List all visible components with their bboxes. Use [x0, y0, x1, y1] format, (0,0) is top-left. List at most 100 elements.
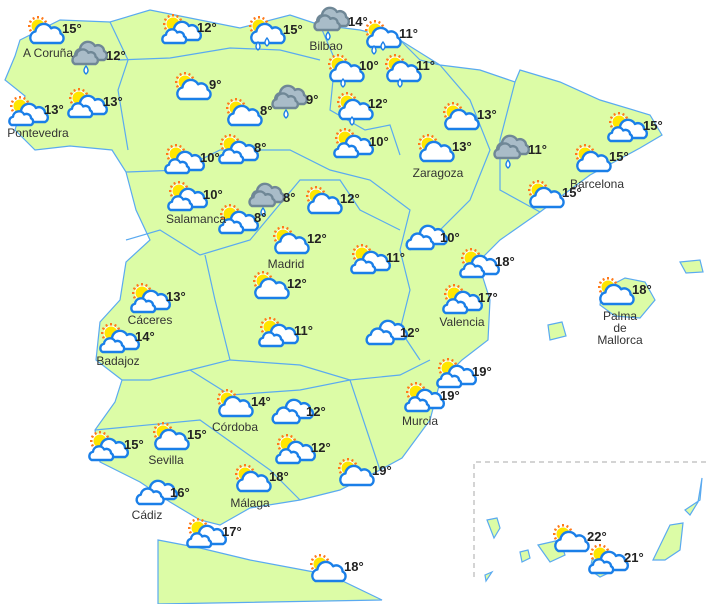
- forecast-marker[interactable]: 14°: [214, 389, 271, 425]
- forecast-marker[interactable]: 11°: [362, 20, 418, 56]
- forecast-marker[interactable]: 17°: [441, 284, 498, 320]
- forecast-marker[interactable]: 8°: [217, 134, 266, 170]
- city-label: Málaga: [230, 496, 270, 510]
- grey-rain-icon: [271, 84, 308, 119]
- forecast-marker[interactable]: 19°: [335, 458, 392, 494]
- forecast-marker[interactable]: 8°: [247, 182, 295, 218]
- temperature-label: 13°: [452, 139, 472, 154]
- sun-two-clouds-icon: [130, 283, 171, 314]
- forecast-marker[interactable]: 18°: [232, 464, 289, 500]
- temperature-label: 18°: [495, 254, 515, 269]
- sun-two-clouds-icon: [459, 248, 500, 279]
- forecast-marker[interactable]: 11°: [382, 54, 435, 90]
- two-clouds-icon: [271, 398, 314, 425]
- sun-two-clouds-icon: [333, 128, 374, 159]
- forecast-marker[interactable]: 12°: [270, 396, 326, 432]
- temperature-label: 12°: [368, 96, 388, 111]
- forecast-marker[interactable]: 16°: [134, 477, 190, 513]
- city-label: Cáceres: [127, 313, 173, 327]
- forecast-marker[interactable]: 10°: [163, 144, 220, 180]
- sun-cloud-rain2-icon: [249, 16, 286, 51]
- sun-two-clouds-icon: [67, 88, 108, 119]
- temperature-label: 12°: [340, 191, 360, 206]
- forecast-marker[interactable]: 10°: [332, 128, 389, 164]
- forecast-marker[interactable]: 15°: [606, 112, 663, 148]
- forecast-marker[interactable]: 18°: [307, 554, 364, 590]
- forecast-marker[interactable]: 12°: [70, 40, 126, 76]
- forecast-marker[interactable]: 19°: [403, 382, 460, 418]
- forecast-marker[interactable]: 10°: [166, 181, 223, 217]
- forecast-marker[interactable]: 14°: [98, 323, 155, 359]
- sun-cloud-rain-icon: [337, 92, 374, 126]
- sun-cloud-icon: [175, 72, 212, 101]
- forecast-marker[interactable]: 19°: [435, 358, 492, 394]
- temperature-label: 12°: [287, 276, 307, 291]
- forecast-marker[interactable]: 18°: [595, 277, 652, 313]
- forecast-marker[interactable]: 12°: [303, 186, 360, 222]
- temperature-label: 15°: [643, 118, 663, 133]
- temperature-label: 10°: [203, 187, 223, 202]
- forecast-marker[interactable]: 15°: [246, 16, 303, 52]
- temperature-label: 9°: [306, 92, 319, 107]
- forecast-marker[interactable]: 10°: [404, 222, 460, 258]
- temperature-label: 15°: [124, 437, 144, 452]
- forecast-marker[interactable]: 14°: [312, 6, 368, 42]
- forecast-marker[interactable]: 9°: [270, 84, 318, 120]
- forecast-marker[interactable]: 18°: [458, 248, 515, 284]
- city-label: Sevilla: [148, 453, 184, 467]
- forecast-marker[interactable]: 10°: [325, 54, 379, 90]
- forecast-marker[interactable]: 11°: [257, 317, 313, 353]
- temperature-label: 13°: [166, 289, 186, 304]
- forecast-marker[interactable]: 12°: [270, 226, 327, 262]
- forecast-marker[interactable]: 13°: [129, 283, 186, 319]
- temperature-label: 11°: [294, 323, 313, 338]
- canary-inset-border: [473, 461, 706, 577]
- temperature-label: 13°: [477, 107, 497, 122]
- sun-cloud-icon: [28, 16, 65, 45]
- sun-cloud-icon: [338, 458, 375, 487]
- forecast-marker[interactable]: 12°: [364, 317, 420, 353]
- forecast-marker[interactable]: 13°: [415, 134, 472, 170]
- sun-two-clouds-icon: [88, 431, 129, 462]
- sun-two-clouds-icon: [436, 358, 477, 389]
- forecast-marker[interactable]: 8°: [223, 98, 272, 134]
- temperature-label: 12°: [400, 325, 420, 340]
- forecast-marker[interactable]: 17°: [185, 518, 242, 554]
- forecast-marker[interactable]: 15°: [525, 180, 582, 216]
- forecast-marker[interactable]: 15°: [572, 144, 629, 180]
- forecast-marker[interactable]: 8°: [217, 204, 266, 240]
- sun-cloud-icon: [273, 226, 310, 255]
- forecast-marker[interactable]: 21°: [587, 544, 644, 580]
- city-label: Palma de Mallorca: [597, 309, 643, 347]
- forecast-marker[interactable]: 13°: [440, 102, 497, 138]
- forecast-marker[interactable]: 9°: [172, 72, 221, 108]
- city-label: Madrid: [267, 257, 305, 271]
- forecast-marker[interactable]: 12°: [250, 271, 307, 307]
- temperature-label: 12°: [307, 231, 327, 246]
- temperature-label: 19°: [440, 388, 460, 403]
- sun-two-clouds-icon: [218, 204, 259, 235]
- sun-cloud-icon: [153, 422, 190, 451]
- forecast-marker[interactable]: 22°: [550, 524, 607, 560]
- temperature-label: 10°: [440, 230, 460, 245]
- temperature-label: 10°: [200, 150, 220, 165]
- forecast-marker[interactable]: 11°: [349, 244, 405, 280]
- two-clouds-icon: [365, 319, 408, 346]
- temperature-label: 9°: [209, 77, 222, 92]
- forecast-marker[interactable]: 13°: [7, 96, 64, 132]
- forecast-marker[interactable]: 11°: [492, 134, 547, 170]
- sun-cloud-icon: [310, 554, 347, 583]
- forecast-marker[interactable]: 15°: [87, 431, 144, 467]
- forecast-marker[interactable]: 12°: [334, 92, 388, 128]
- forecast-marker[interactable]: 12°: [160, 14, 217, 50]
- forecast-marker[interactable]: 15°: [150, 422, 207, 458]
- grey-rain-icon: [71, 40, 108, 75]
- temperature-label: 12°: [106, 48, 126, 63]
- forecast-marker[interactable]: 12°: [274, 434, 331, 470]
- forecast-marker[interactable]: 15°: [25, 16, 82, 52]
- sun-two-clouds-icon: [99, 323, 140, 354]
- temperature-label: 21°: [624, 550, 644, 565]
- forecast-marker[interactable]: 13°: [66, 88, 123, 124]
- temperature-label: 15°: [187, 427, 207, 442]
- city-label: Valencia: [439, 315, 485, 329]
